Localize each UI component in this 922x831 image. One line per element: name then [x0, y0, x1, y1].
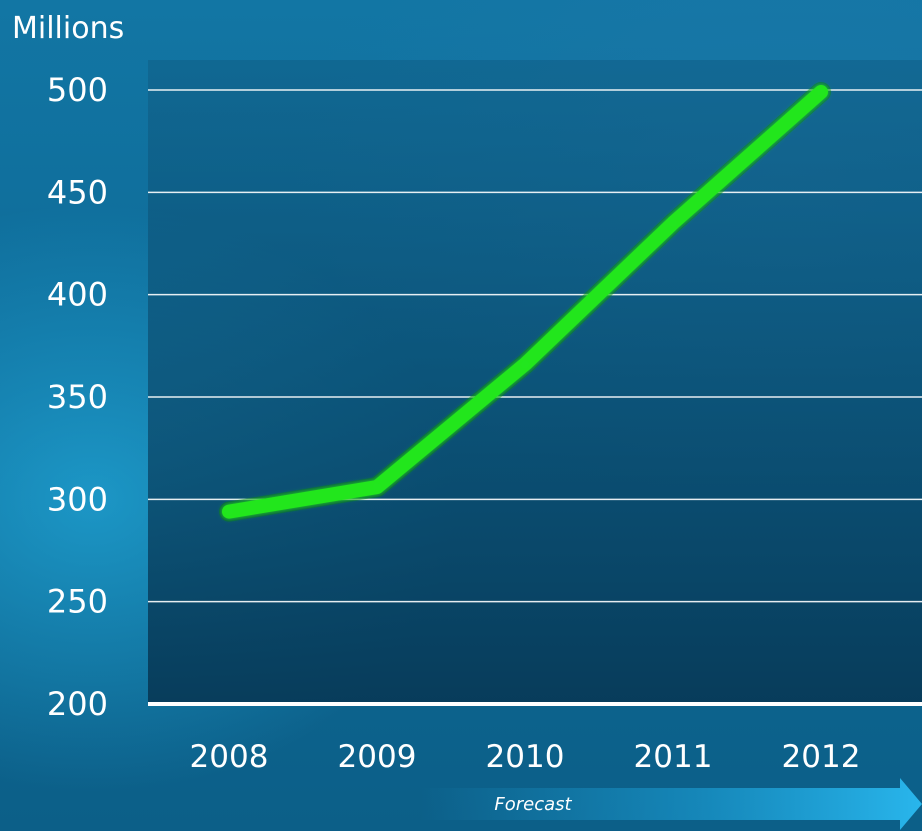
y-tick-label: 200 — [47, 685, 108, 723]
x-tick-labels: 2008 2009 2010 2011 2012 — [190, 739, 861, 775]
forecast-label: Forecast — [494, 794, 572, 815]
y-tick-label: 300 — [47, 480, 108, 518]
x-tick-label: 2008 — [190, 739, 269, 775]
y-tick-label: 400 — [47, 276, 108, 314]
y-axis-label: Millions — [12, 11, 124, 46]
data-point — [373, 483, 381, 492]
y-tick-label: 250 — [47, 583, 108, 621]
series-group — [219, 82, 831, 522]
y-tick-labels: 200 250 300 350 400 450 500 — [47, 71, 108, 723]
data-point — [817, 88, 825, 97]
forecast-arrow — [420, 778, 922, 830]
plot-area — [148, 60, 922, 705]
x-tick-label: 2011 — [634, 739, 713, 775]
y-tick-label: 500 — [47, 71, 108, 109]
y-tick-label: 450 — [47, 173, 108, 211]
x-tick-label: 2012 — [782, 739, 861, 775]
data-point — [225, 507, 233, 516]
data-point — [521, 360, 529, 369]
data-point — [669, 219, 677, 228]
y-tick-label: 350 — [47, 378, 108, 416]
x-tick-label: 2009 — [338, 739, 417, 775]
x-tick-label: 2010 — [486, 739, 565, 775]
